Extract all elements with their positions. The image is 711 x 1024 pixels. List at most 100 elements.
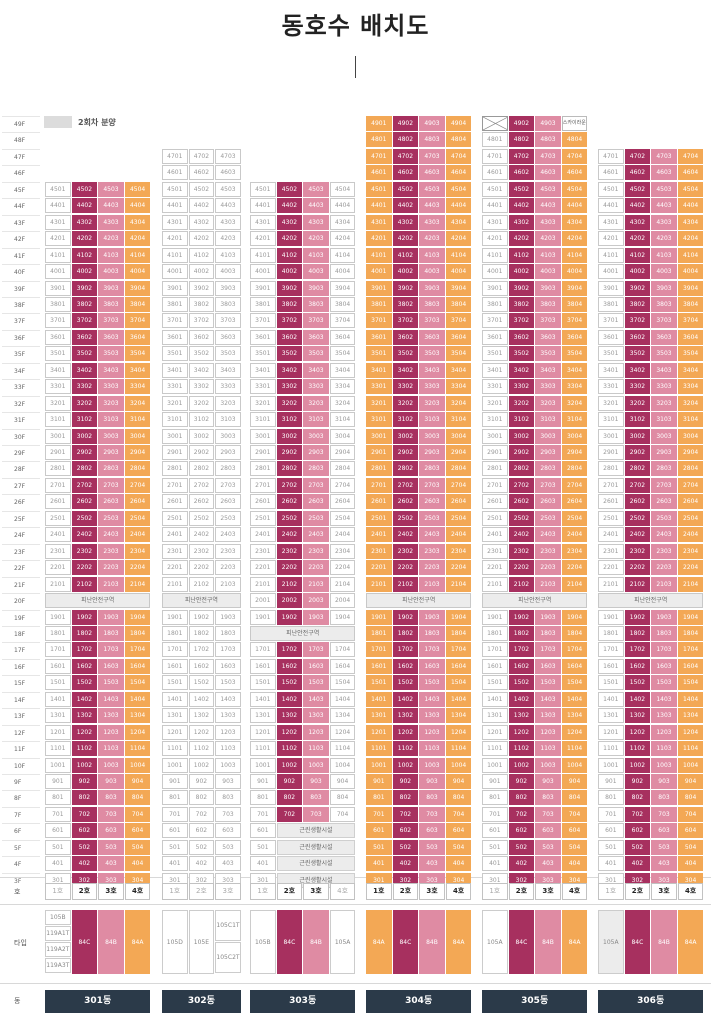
unit-cell[interactable]: 402 xyxy=(188,856,215,872)
unit-cell[interactable]: 1901 xyxy=(162,609,188,625)
unit-cell[interactable]: 4403 xyxy=(651,198,677,214)
unit-cell[interactable]: 1001 xyxy=(250,757,276,773)
unit-cell[interactable]: 3903 xyxy=(303,280,329,296)
unit-cell[interactable]: 401 xyxy=(482,856,508,872)
unit-cell[interactable]: 1101 xyxy=(366,741,392,757)
unit-cell[interactable]: 4103 xyxy=(215,247,241,263)
unit-cell[interactable]: 4401 xyxy=(366,198,392,214)
unit-cell[interactable]: 3201 xyxy=(250,395,276,411)
unit-cell[interactable]: 1501 xyxy=(482,675,508,691)
unit-cell[interactable]: 3604 xyxy=(124,329,151,345)
unit-cell[interactable]: 2703 xyxy=(535,477,561,493)
unit-cell[interactable]: 3302 xyxy=(276,379,303,395)
unit-cell[interactable]: 4003 xyxy=(535,264,561,280)
unit-cell[interactable]: 2903 xyxy=(215,445,241,460)
unit-cell[interactable]: 1503 xyxy=(419,675,445,691)
unit-cell[interactable]: 2103 xyxy=(98,576,124,592)
unit-cell[interactable]: 3502 xyxy=(624,346,651,362)
unit-cell[interactable]: 4601 xyxy=(482,165,508,181)
unit-cell[interactable]: 901 xyxy=(366,774,392,789)
unit-cell[interactable]: 3801 xyxy=(250,296,276,312)
unit-cell[interactable]: 2303 xyxy=(303,543,329,559)
unit-cell[interactable]: 1704 xyxy=(124,642,151,658)
unit-cell[interactable]: 504 xyxy=(677,839,704,855)
unit-cell[interactable]: 3001 xyxy=(162,428,188,444)
unit-cell[interactable]: 3302 xyxy=(188,379,215,395)
unit-cell[interactable]: 1302 xyxy=(624,708,651,724)
unit-cell[interactable]: 1804 xyxy=(677,625,704,641)
unit-cell[interactable]: 2902 xyxy=(188,445,215,460)
unit-cell[interactable]: 704 xyxy=(445,806,472,822)
unit-cell[interactable]: 1701 xyxy=(482,642,508,658)
unit-cell[interactable]: 4501 xyxy=(482,181,508,197)
unit-cell[interactable]: 3704 xyxy=(329,313,356,329)
unit-cell[interactable]: 401 xyxy=(162,856,188,872)
unit-cell[interactable]: 704 xyxy=(329,806,356,822)
unit-cell[interactable]: 1801 xyxy=(45,625,71,641)
unit-cell[interactable]: 4704 xyxy=(445,148,472,164)
unit-cell[interactable]: 1401 xyxy=(45,691,71,707)
unit-cell[interactable]: 1301 xyxy=(45,708,71,724)
unit-cell[interactable]: 1603 xyxy=(535,658,561,674)
unit-cell[interactable]: 1002 xyxy=(188,757,215,773)
unit-cell[interactable]: 4202 xyxy=(71,231,98,247)
unit-cell[interactable]: 2602 xyxy=(392,494,419,510)
unit-cell[interactable]: 601 xyxy=(162,823,188,839)
unit-cell[interactable]: 4102 xyxy=(188,247,215,263)
unit-cell[interactable]: 3301 xyxy=(250,379,276,395)
unit-cell[interactable]: 1301 xyxy=(250,708,276,724)
unit-cell[interactable]: 1003 xyxy=(535,757,561,773)
unit-cell[interactable]: 2902 xyxy=(276,445,303,460)
unit-cell[interactable]: 4201 xyxy=(598,231,624,247)
unit-cell[interactable]: 501 xyxy=(162,839,188,855)
unit-cell[interactable]: 4501 xyxy=(45,181,71,197)
unit-cell[interactable]: 4402 xyxy=(71,198,98,214)
unit-cell[interactable]: 2403 xyxy=(303,527,329,543)
unit-cell[interactable]: 1103 xyxy=(215,741,241,757)
unit-cell[interactable]: 2703 xyxy=(651,477,677,493)
unit-cell[interactable]: 2204 xyxy=(445,560,472,576)
unit-cell[interactable]: 601 xyxy=(598,823,624,839)
unit-cell[interactable]: 3102 xyxy=(276,412,303,428)
unit-cell[interactable]: 501 xyxy=(45,839,71,855)
unit-cell[interactable]: 3602 xyxy=(71,329,98,345)
unit-cell[interactable]: 4301 xyxy=(482,214,508,230)
unit-cell[interactable]: 2301 xyxy=(162,543,188,559)
unit-cell[interactable]: 1802 xyxy=(188,625,215,641)
unit-cell[interactable]: 2801 xyxy=(482,461,508,477)
unit-cell[interactable]: 2001 xyxy=(250,593,276,609)
unit-cell[interactable]: 3102 xyxy=(71,412,98,428)
unit-cell[interactable]: 4603 xyxy=(215,165,241,181)
unit-cell[interactable]: 3204 xyxy=(329,395,356,411)
unit-cell[interactable]: 3602 xyxy=(276,329,303,345)
unit-cell[interactable]: 4203 xyxy=(98,231,124,247)
unit-cell[interactable]: 3804 xyxy=(124,296,151,312)
unit-cell[interactable]: 1801 xyxy=(598,625,624,641)
unit-cell[interactable]: 1404 xyxy=(561,691,588,707)
unit-cell[interactable]: 1602 xyxy=(276,658,303,674)
unit-cell[interactable]: 4802 xyxy=(392,132,419,148)
unit-cell[interactable]: 1101 xyxy=(45,741,71,757)
unit-cell[interactable]: 4104 xyxy=(677,247,704,263)
unit-cell[interactable]: 4101 xyxy=(366,247,392,263)
ho-cell[interactable]: 1호 xyxy=(366,883,392,900)
unit-cell[interactable]: 1502 xyxy=(276,675,303,691)
unit-cell[interactable]: 601 xyxy=(482,823,508,839)
unit-cell[interactable]: 803 xyxy=(98,790,124,806)
unit-cell[interactable]: 3203 xyxy=(419,395,445,411)
unit-cell[interactable]: 3101 xyxy=(162,412,188,428)
unit-cell[interactable]: 4102 xyxy=(508,247,535,263)
unit-cell[interactable]: 4403 xyxy=(215,198,241,214)
unit-cell[interactable]: 4203 xyxy=(535,231,561,247)
unit-cell[interactable]: 2203 xyxy=(215,560,241,576)
unit-cell[interactable]: 2604 xyxy=(329,494,356,510)
unit-cell[interactable]: 3204 xyxy=(677,395,704,411)
unit-cell[interactable]: 2402 xyxy=(276,527,303,543)
unit-cell[interactable]: 1302 xyxy=(392,708,419,724)
unit-cell[interactable]: 2104 xyxy=(124,576,151,592)
unit-cell[interactable]: 3201 xyxy=(162,395,188,411)
unit-cell[interactable]: 3101 xyxy=(45,412,71,428)
unit-cell[interactable]: 403 xyxy=(651,856,677,872)
unit-cell[interactable]: 2201 xyxy=(162,560,188,576)
ho-cell[interactable]: 2호 xyxy=(71,883,98,900)
